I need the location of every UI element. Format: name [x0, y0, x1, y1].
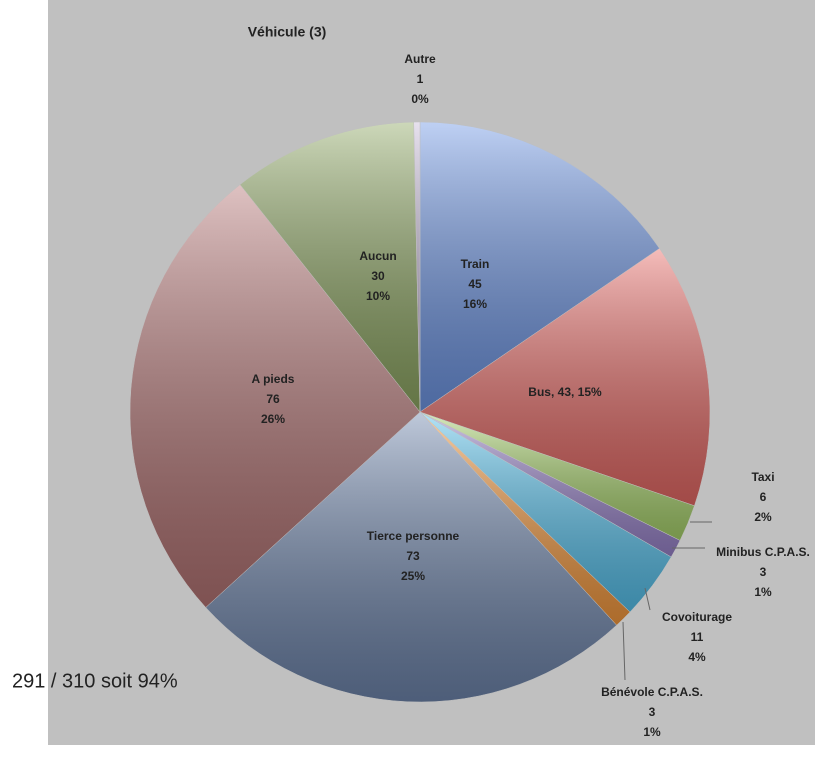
slice-label: Autre — [404, 52, 436, 66]
label-part: Bus — [528, 385, 551, 399]
leader-line — [644, 587, 651, 611]
slice-value: 3 — [760, 565, 767, 579]
label-part: , — [571, 385, 578, 399]
slice-percent: 0% — [411, 92, 429, 106]
leader-line — [622, 621, 626, 681]
label-part: 43 — [558, 385, 572, 399]
slice-label: A pieds — [252, 372, 295, 386]
slice-percent: 1% — [754, 585, 772, 599]
slice-value: 30 — [371, 269, 385, 283]
chart-title: Véhicule (3) — [248, 24, 327, 40]
slice-shade — [239, 121, 421, 413]
slice-shade — [205, 411, 617, 703]
label-part: , — [551, 385, 558, 399]
slice-label: Bénévole C.P.A.S. — [601, 685, 703, 699]
slice-percent: 2% — [754, 510, 772, 524]
slice-label: Aucun — [359, 249, 396, 263]
slice-percent: 26% — [261, 412, 285, 426]
slice-value: 3 — [649, 705, 656, 719]
slice-shade — [419, 248, 711, 507]
slice-label-inline: Bus, 43, 15% — [528, 385, 602, 399]
slice-value: 6 — [760, 490, 767, 504]
slice-label: Taxi — [751, 470, 774, 484]
slice-label: Tierce personne — [367, 529, 460, 543]
slice-label: Minibus C.P.A.S. — [716, 545, 810, 559]
label-part: 15% — [578, 385, 602, 399]
slice-percent: 10% — [366, 289, 390, 303]
slice-value: 76 — [266, 392, 280, 406]
slice-shade — [129, 184, 421, 608]
note: 291 / 310 soit 94% — [12, 670, 178, 692]
slice-label: Train — [461, 257, 490, 271]
slice-shade — [413, 121, 421, 413]
slice-shade — [419, 121, 660, 413]
slice-percent: 1% — [643, 725, 661, 739]
slice-label: Covoiturage — [662, 610, 732, 624]
slice-percent: 16% — [463, 297, 487, 311]
slice-value: 11 — [691, 630, 704, 644]
slice-value: 73 — [406, 549, 420, 563]
slice-value: 1 — [417, 72, 424, 86]
slice-percent: 4% — [688, 650, 706, 664]
slice-percent: 25% — [401, 569, 425, 583]
slice-value: 45 — [468, 277, 482, 291]
